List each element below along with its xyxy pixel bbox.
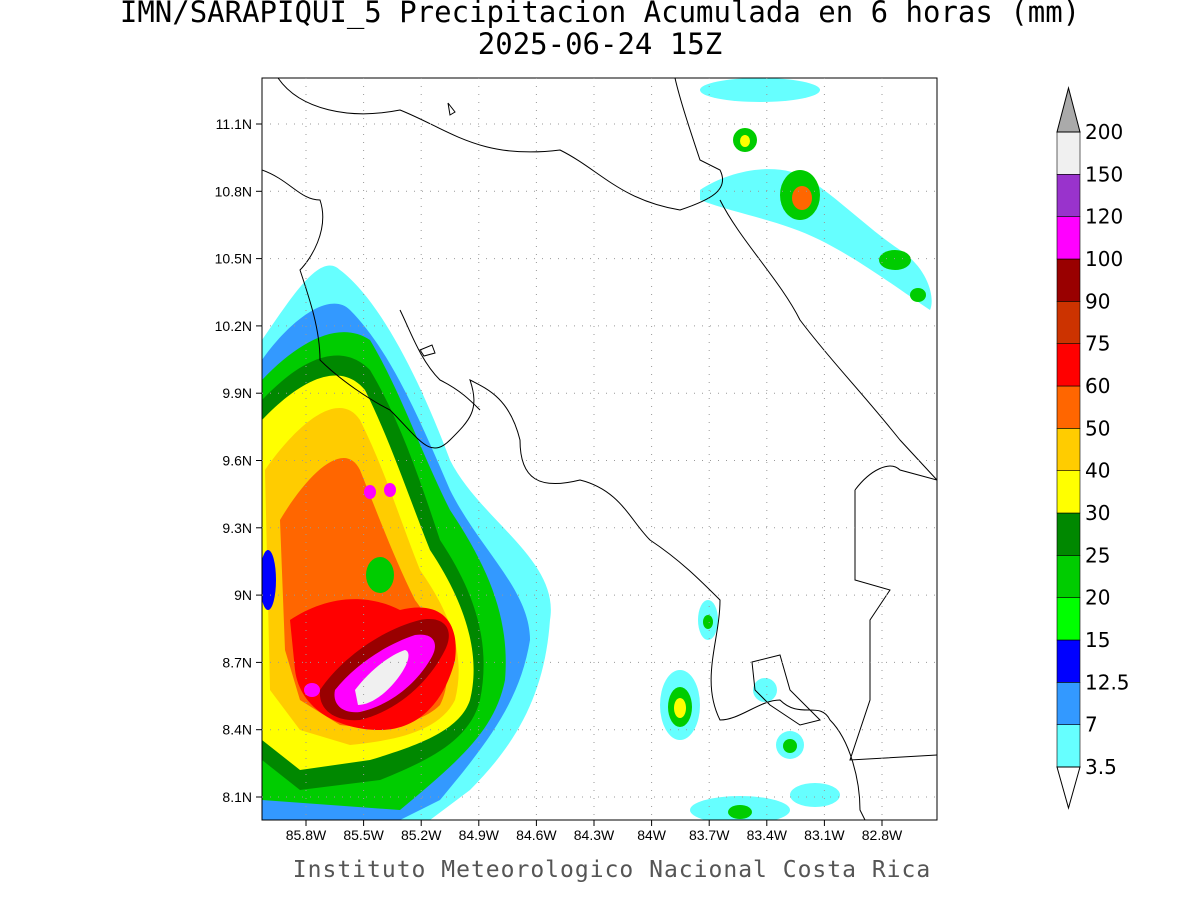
- colorbar-label: 50: [1085, 416, 1110, 440]
- colorbar-label: 3.5: [1085, 755, 1117, 779]
- title-line: 2025-06-24 15Z: [478, 27, 722, 61]
- colorbar-label: 120: [1085, 205, 1123, 229]
- lon-tick-label: 83.7W: [689, 827, 730, 843]
- lon-tick-label: 83.1W: [804, 827, 845, 843]
- colorbar-segment: [1056, 301, 1081, 344]
- colorbar-over: [1056, 86, 1081, 133]
- colorbar-label: 75: [1085, 332, 1110, 356]
- colorbar-segment: [1056, 682, 1081, 725]
- lon-tick-label: 85.5W: [343, 827, 384, 843]
- title-line: IMN/SARAPIQUI_5 Precipitacion Acumulada …: [120, 0, 1080, 30]
- colorbar-label: 90: [1085, 289, 1110, 313]
- colorbar-segment: [1056, 639, 1081, 683]
- colorbar-label: 7: [1085, 713, 1098, 737]
- lon-tick-label: 83.4W: [747, 827, 788, 843]
- lon-tick-label: 85.2W: [401, 827, 442, 843]
- colorbar-segment: [1056, 555, 1081, 598]
- lat-tick-label: 9.9N: [222, 385, 252, 401]
- colorbar-segment: [1056, 258, 1081, 302]
- lat-tick-label: 8.1N: [222, 789, 252, 805]
- colorbar-label: 20: [1085, 586, 1110, 610]
- lat-tick-label: 9.3N: [222, 520, 252, 536]
- lon-tick-label: 84W: [637, 827, 667, 843]
- lon-tick-label: 84.6W: [516, 827, 557, 843]
- colorbar-segment: [1056, 724, 1081, 768]
- precip-field: [262, 78, 937, 820]
- colorbar-label: 60: [1085, 374, 1110, 398]
- colorbar-segment: [1056, 131, 1081, 175]
- lat-tick-label: 8.4N: [222, 722, 252, 738]
- colorbar-segment: [1056, 216, 1081, 260]
- colorbar-label: 25: [1085, 543, 1110, 567]
- lat-tick-label: 10.8N: [215, 183, 252, 199]
- colorbar-label: 12.5: [1085, 670, 1130, 694]
- colorbar-segment: [1056, 343, 1081, 387]
- colorbar-label: 200: [1085, 120, 1123, 144]
- colorbar-label: 100: [1085, 247, 1123, 271]
- footer: Instituto Meteorologico Nacional Costa R…: [293, 857, 931, 883]
- colorbar-segment: [1056, 597, 1081, 641]
- colorbar-label: 30: [1085, 501, 1110, 525]
- lat-tick-label: 10.2N: [215, 318, 252, 334]
- colorbar-segment: [1056, 385, 1081, 429]
- lat-tick-label: 9N: [234, 587, 252, 603]
- lon-tick-label: 84.3W: [574, 827, 615, 843]
- colorbar-segment: [1056, 470, 1081, 514]
- colorbar-segment: [1056, 174, 1081, 217]
- lon-tick-label: 82.8W: [862, 827, 903, 843]
- colorbar-under: [1056, 766, 1081, 810]
- lat-tick-label: 8.7N: [222, 654, 252, 670]
- plot-frame: [261, 77, 938, 821]
- colorbar-segment: [1056, 512, 1081, 556]
- lat-tick-label: 11.1N: [216, 116, 252, 132]
- colorbar-segment: [1056, 428, 1081, 471]
- colorbar-label: 150: [1085, 162, 1123, 186]
- colorbar-label: 40: [1085, 459, 1110, 483]
- lat-tick-label: 9.6N: [222, 453, 252, 469]
- lon-tick-label: 84.9W: [459, 827, 500, 843]
- lon-tick-label: 85.8W: [286, 827, 327, 843]
- colorbar-label: 15: [1085, 628, 1110, 652]
- lat-tick-label: 10.5N: [215, 251, 252, 267]
